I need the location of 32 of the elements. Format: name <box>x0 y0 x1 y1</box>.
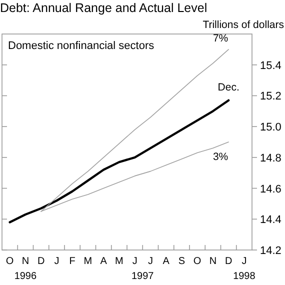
x-tick-label: J <box>242 256 247 267</box>
series-label: 7% <box>212 32 228 44</box>
text: 1997 <box>132 271 154 282</box>
x-tick-label: J <box>148 256 153 267</box>
x-tick-label: N <box>22 256 30 267</box>
y-axis-title: Trillions of dollars <box>202 19 284 31</box>
x-tick-label: A <box>100 256 108 267</box>
y-tick-label: 14.8 <box>260 152 282 164</box>
chart-title: Debt: Annual Range and Actual Level <box>0 1 208 15</box>
x-tick-label: J <box>132 256 138 267</box>
y-tick-label: 15.4 <box>260 60 282 72</box>
x-tick-label: N <box>209 256 217 267</box>
series-label: 3% <box>212 151 228 163</box>
x-tick-label: M <box>115 256 124 267</box>
x-tick-label: J <box>54 256 60 267</box>
annotation: Dec. <box>218 81 240 94</box>
x-tick-label: F <box>69 256 76 267</box>
x-tick-label: D <box>37 256 45 267</box>
x-tick-label: O <box>6 256 14 267</box>
y-tick-label: 14.4 <box>260 214 282 226</box>
x-tick-label: M <box>84 256 92 267</box>
y-tick-label: 14.2 <box>260 245 282 257</box>
text: 1998 <box>233 271 256 282</box>
x-tick-label: D <box>224 256 232 267</box>
text: Domestic nonfinancial sectors <box>8 40 155 52</box>
x-tick-label: O <box>193 256 202 267</box>
text: 1996 <box>14 271 37 282</box>
y-tick-label: 15.0 <box>260 122 282 134</box>
x-tick-label: A <box>162 256 170 267</box>
y-tick-label: 15.2 <box>260 90 282 103</box>
y-tick-label: 14.6 <box>260 183 282 196</box>
x-tick-label: S <box>178 256 186 267</box>
